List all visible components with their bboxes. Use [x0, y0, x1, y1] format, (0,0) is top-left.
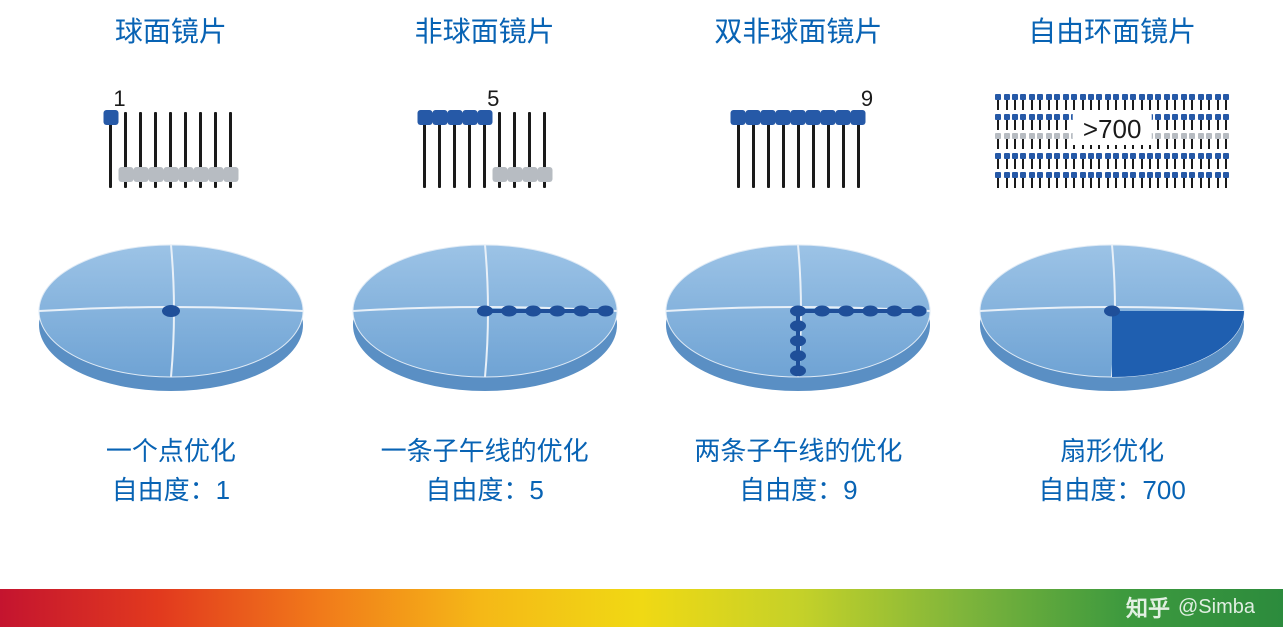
- slider-track: [214, 112, 217, 188]
- slider-knob: [836, 110, 851, 125]
- slider-track: [468, 112, 471, 188]
- lens-diagram: [20, 206, 322, 426]
- slider-knob: [851, 110, 866, 125]
- lens-column-2: 双非球面镜片 9 两条子午线的优化自由度：9: [648, 10, 950, 510]
- dof-count-label: >700: [1073, 114, 1152, 145]
- lens-column-1: 非球面镜片 5 一条子午线的优化自由度：5: [334, 10, 636, 510]
- slider-knob: [492, 167, 507, 182]
- lens-column-3: 自由环面镜片 >700 扇形优化自由度：700: [961, 10, 1263, 510]
- sliders-area: 5: [334, 78, 636, 188]
- watermark: 知乎 @Simba: [1126, 591, 1255, 623]
- slider-knob: [193, 167, 208, 182]
- column-title: 双非球面镜片: [714, 10, 882, 50]
- slider-track: [498, 112, 501, 188]
- slider-knob: [178, 167, 193, 182]
- slider-track: [438, 112, 441, 188]
- slider-track: [752, 112, 755, 188]
- slider-knob: [417, 110, 432, 125]
- slider-knob: [447, 110, 462, 125]
- slider-knob: [133, 167, 148, 182]
- slider-knob: [522, 167, 537, 182]
- slider-track: [528, 112, 531, 188]
- slider-track: [827, 112, 830, 188]
- column-title: 非球面镜片: [415, 10, 555, 50]
- slider-knob: [776, 110, 791, 125]
- slider-track: [169, 112, 172, 188]
- slider-knob: [103, 110, 118, 125]
- column-title: 自由环面镜片: [1028, 10, 1196, 50]
- slider-knob: [148, 167, 163, 182]
- lens-diagram: [961, 206, 1263, 426]
- slider-track: [782, 112, 785, 188]
- slider-track: [797, 112, 800, 188]
- slider-track: [229, 112, 232, 188]
- column-description: 一条子午线的优化自由度：5: [381, 432, 589, 510]
- slider-track: [842, 112, 845, 188]
- slider-knob: [118, 167, 133, 182]
- watermark-user: @Simba: [1178, 596, 1255, 619]
- slider-track: [513, 112, 516, 188]
- column-description: 扇形优化自由度：700: [1038, 432, 1185, 510]
- slider-track: [543, 112, 546, 188]
- lens-diagram: [648, 206, 950, 426]
- slider-track: [184, 112, 187, 188]
- slider-knob: [507, 167, 522, 182]
- slider-knob: [746, 110, 761, 125]
- slider-knob: [791, 110, 806, 125]
- slider-track: [857, 112, 860, 188]
- slider-knob: [806, 110, 821, 125]
- slider-track: [737, 112, 740, 188]
- slider-track: [423, 112, 426, 188]
- slider-track: [154, 112, 157, 188]
- dense-slider-panel: >700: [997, 96, 1227, 188]
- slider-knob: [537, 167, 552, 182]
- slider-knob: [761, 110, 776, 125]
- slider-track: [109, 112, 112, 188]
- slider-track: [139, 112, 142, 188]
- column-description: 一个点优化自由度：1: [106, 432, 236, 510]
- slider-knob: [731, 110, 746, 125]
- slider-track: [812, 112, 815, 188]
- slider-track: [124, 112, 127, 188]
- lens-diagram: [334, 206, 636, 426]
- slider-knob: [163, 167, 178, 182]
- sliders-area: 9: [648, 78, 950, 188]
- sliders-area: 1: [20, 78, 322, 188]
- slider-knob: [223, 167, 238, 182]
- column-description: 两条子午线的优化自由度：9: [694, 432, 902, 510]
- spectrum-bar: [0, 589, 1283, 627]
- slider-knob: [432, 110, 447, 125]
- slider-knob: [462, 110, 477, 125]
- dof-count-label: 5: [487, 86, 499, 112]
- lens-column-0: 球面镜片 1 一个点优化自由度：1: [20, 10, 322, 510]
- watermark-logo: 知乎: [1126, 591, 1170, 623]
- slider-track: [483, 112, 486, 188]
- column-title: 球面镜片: [115, 10, 227, 50]
- slider-knob: [821, 110, 836, 125]
- slider-track: [199, 112, 202, 188]
- slider-knob: [208, 167, 223, 182]
- dof-count-label: 1: [113, 86, 125, 112]
- slider-knob: [477, 110, 492, 125]
- dof-count-label: 9: [861, 86, 873, 112]
- slider-track: [453, 112, 456, 188]
- sliders-area: >700: [961, 78, 1263, 188]
- slider-track: [767, 112, 770, 188]
